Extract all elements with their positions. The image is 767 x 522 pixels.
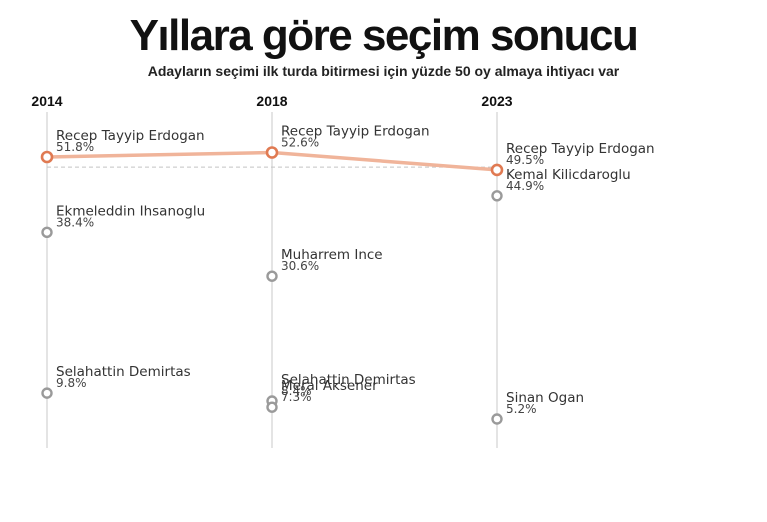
name-label-recep-tayyip-erdogan-2014: Recep Tayyip Erdogan bbox=[56, 128, 205, 144]
name-label-meral-aksener-2018: Meral Aksener bbox=[281, 378, 378, 394]
value-label-recep-tayyip-erdogan-2023: 49.5% bbox=[506, 153, 544, 167]
chart-title: Yıllara göre seçim sonucu bbox=[129, 11, 639, 60]
value-label-ekmeleddin-ihsanoglu-2014: 38.4% bbox=[56, 215, 94, 229]
name-label-sinan-ogan-2023: Sinan Ogan bbox=[506, 390, 584, 406]
point-kemal-kilicdaroglu-2023 bbox=[491, 190, 503, 202]
year-label-2018: 2018 bbox=[256, 93, 287, 109]
point-recep-tayyip-erdogan-2018 bbox=[265, 146, 279, 159]
name-label-recep-tayyip-erdogan-2018: Recep Tayyip Erdogan bbox=[281, 124, 430, 140]
value-label-meral-aksener-2018: 7.3% bbox=[281, 390, 312, 404]
year-label-2023: 2023 bbox=[481, 93, 512, 109]
name-label-recep-tayyip-erdogan-2023: Recep Tayyip Erdogan bbox=[506, 141, 655, 157]
point-selahattin-demirtas-2014 bbox=[41, 387, 53, 399]
value-label-sinan-ogan-2023: 5.2% bbox=[506, 402, 537, 416]
name-label-muharrem-ince-2018: Muharrem Ince bbox=[281, 247, 383, 263]
name-label-selahattin-demirtas-2014: Selahattin Demirtas bbox=[56, 364, 191, 380]
value-label-recep-tayyip-erdogan-2018: 52.6% bbox=[281, 136, 319, 150]
point-ekmeleddin-ihsanoglu-2014 bbox=[41, 226, 53, 239]
name-label-ekmeleddin-ihsanoglu-2014: Ekmeleddin Ihsanoglu bbox=[56, 203, 205, 219]
chart-subtitle: Adayların seçimi ilk turda bitirmesi içi… bbox=[147, 63, 620, 79]
point-recep-tayyip-erdogan-2023 bbox=[490, 163, 504, 177]
name-label-kemal-kilicdaroglu-2023: Kemal Kilicdaroglu bbox=[506, 167, 631, 183]
point-recep-tayyip-erdogan-2014 bbox=[40, 150, 54, 164]
name-label-selahattin-demirtas-2018: Selahattin Demirtas bbox=[281, 372, 416, 388]
value-label-muharrem-ince-2018: 30.6% bbox=[281, 259, 319, 273]
value-label-kemal-kilicdaroglu-2023: 44.9% bbox=[506, 179, 544, 193]
value-label-selahattin-demirtas-2018: 8.4% bbox=[281, 384, 312, 398]
point-muharrem-ince-2018 bbox=[266, 270, 278, 282]
point-sinan-ogan-2023 bbox=[491, 413, 503, 425]
point-meral-aksener-2018 bbox=[266, 401, 278, 413]
value-label-selahattin-demirtas-2014: 9.8% bbox=[56, 376, 87, 390]
year-label-2014: 2014 bbox=[31, 93, 62, 109]
value-label-recep-tayyip-erdogan-2014: 51.8% bbox=[56, 140, 94, 154]
